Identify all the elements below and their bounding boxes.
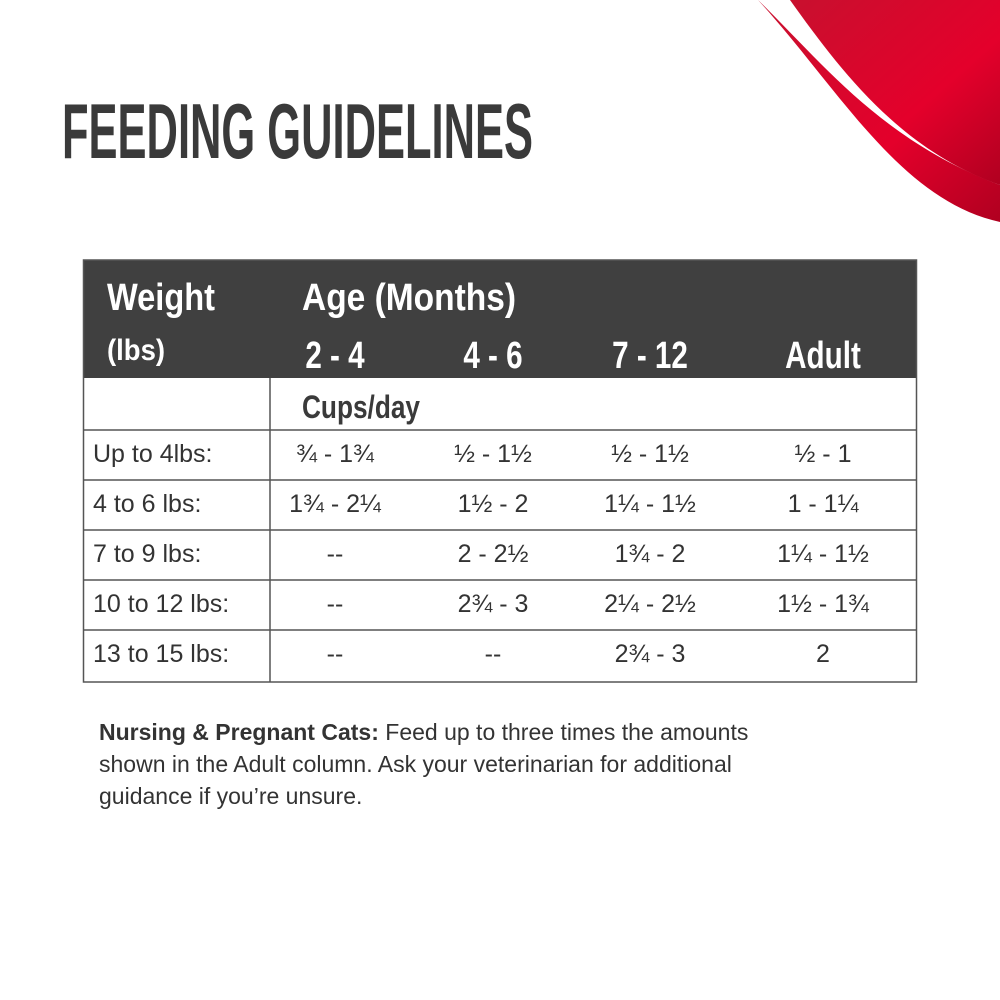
cell-value: 2¾ - 3	[458, 590, 529, 618]
cell-value: ¾ - 1¾	[296, 440, 375, 468]
table-header	[83, 260, 917, 378]
column-header: Adult	[785, 335, 861, 377]
cell-value: ½ - 1½	[454, 440, 532, 468]
cell-value: --	[327, 640, 344, 668]
cell-value: 1½ - 2	[458, 490, 529, 518]
cell-value: 2 - 2½	[458, 540, 529, 568]
title: FEEDING GUIDELINES	[62, 87, 533, 175]
note-text: Feed up to three times the amounts	[379, 719, 748, 745]
swoosh-edge	[758, 0, 1000, 222]
cell-value: 2¾ - 3	[615, 640, 686, 668]
note-line: guidance if you’re unsure.	[99, 783, 362, 809]
cell-value: --	[485, 640, 502, 668]
age-label: Age (Months)	[302, 277, 516, 319]
cell-value: 1¾ - 2¼	[289, 490, 382, 518]
note-lead: Nursing & Pregnant Cats:	[99, 719, 379, 745]
row-label: 7 to 9 lbs:	[93, 540, 201, 568]
note-line: Nursing & Pregnant Cats: Feed up to thre…	[99, 719, 748, 745]
cell-value: ½ - 1½	[611, 440, 689, 468]
swoosh	[790, 0, 1000, 185]
cell-value: --	[327, 590, 344, 618]
row-label: 4 to 6 lbs:	[93, 490, 201, 518]
row-label: 13 to 15 lbs:	[93, 640, 229, 668]
cell-value: 2	[816, 640, 830, 668]
row-label: Up to 4lbs:	[93, 440, 213, 468]
column-header: 7 - 12	[612, 335, 688, 377]
cell-value: 1 - 1¼	[788, 490, 860, 518]
cell-value: 1¾ - 2	[615, 540, 686, 568]
cell-value: ½ - 1	[795, 440, 852, 468]
cell-value: 1¼ - 1½	[604, 490, 696, 518]
unit-label: Cups/day	[302, 389, 420, 425]
weight-unit: (lbs)	[107, 334, 165, 367]
row-label: 10 to 12 lbs:	[93, 590, 229, 618]
column-header: 2 - 4	[305, 335, 364, 377]
column-header: 4 - 6	[463, 335, 522, 377]
cell-value: 2¼ - 2½	[604, 590, 696, 618]
cell-value: 1¼ - 1½	[777, 540, 869, 568]
cell-value: 1½ - 1¾	[777, 590, 870, 618]
note-line: shown in the Adult column. Ask your vete…	[99, 751, 732, 777]
table-border	[82, 259, 918, 683]
cell-value: --	[327, 540, 344, 568]
weight-label: Weight	[107, 277, 215, 319]
